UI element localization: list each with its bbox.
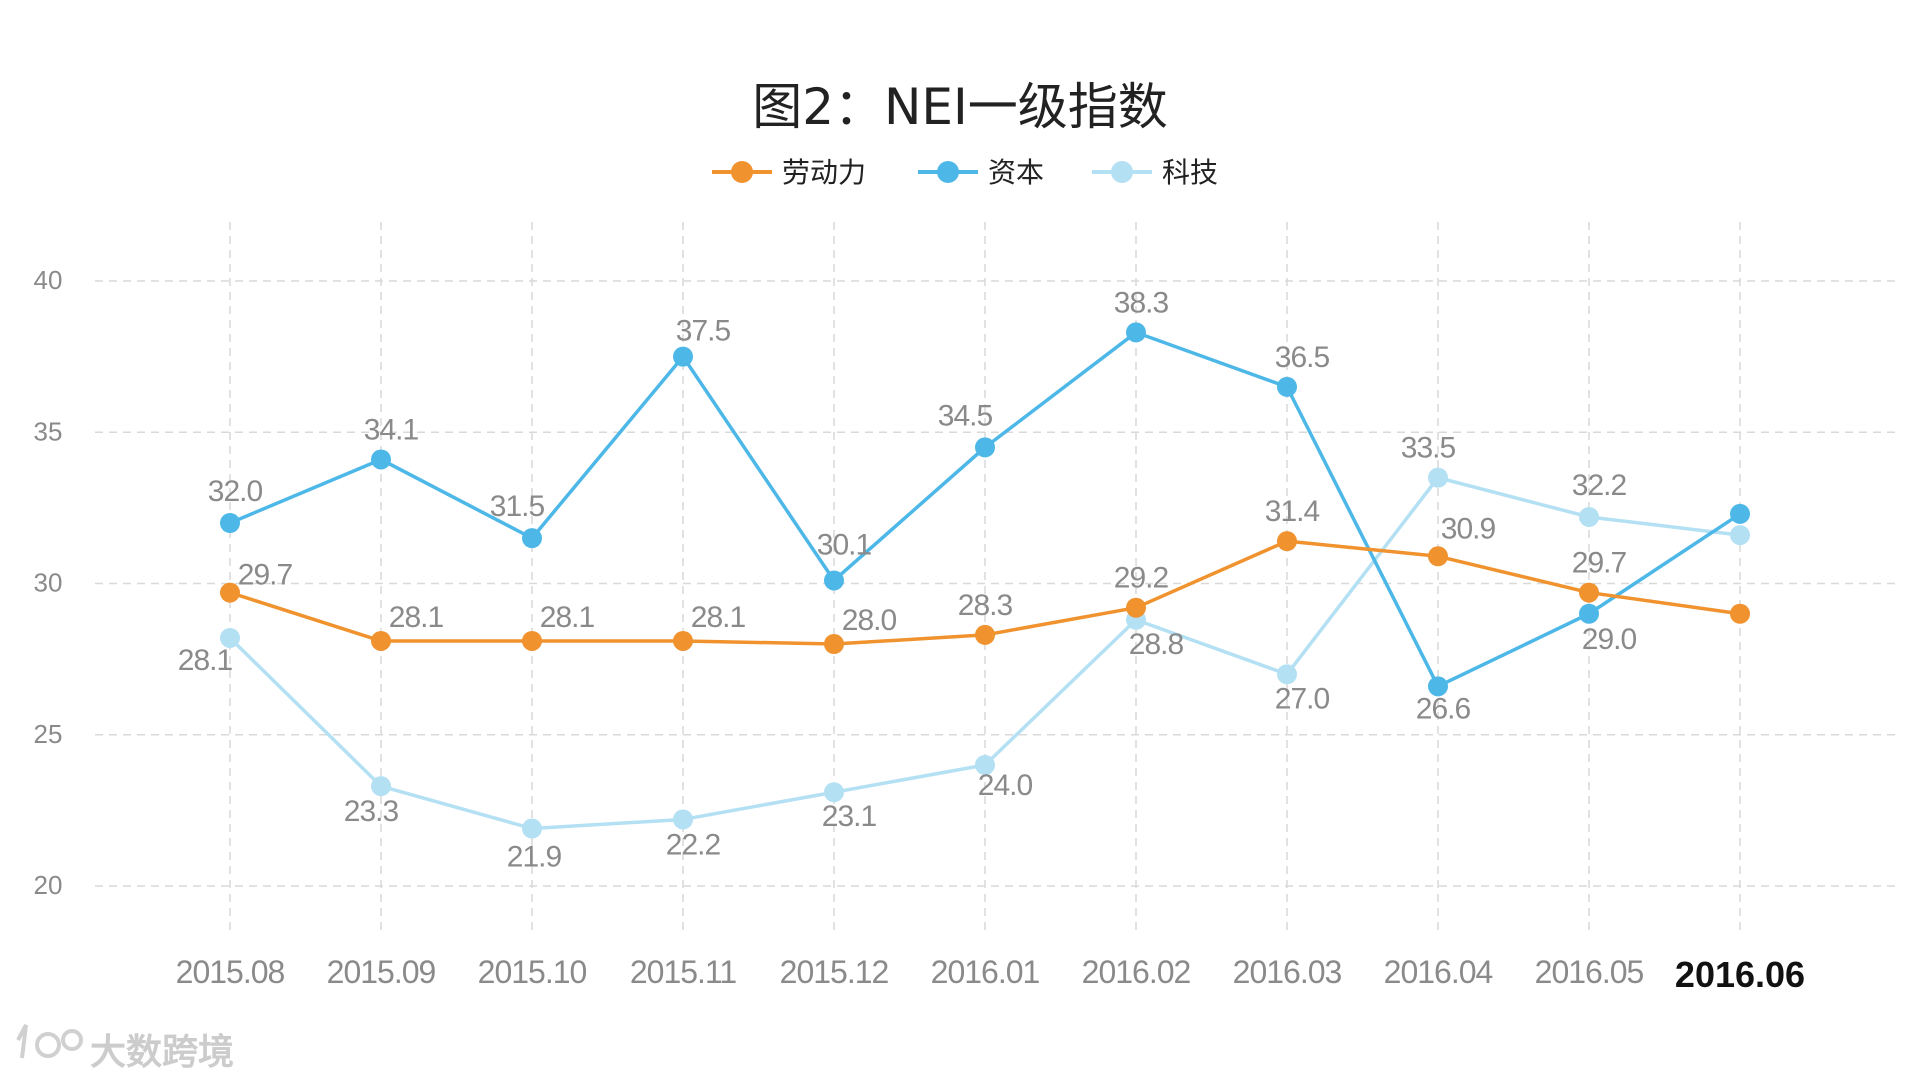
data-label: 32.0 [208,475,263,508]
data-point [371,449,391,470]
data-label: 33.5 [1401,432,1456,465]
data-point [522,528,542,549]
data-label: 30.9 [1441,512,1496,545]
data-point [1730,503,1750,524]
data-label: 37.5 [676,315,731,348]
y-tick-label: 35 [34,416,63,446]
data-label: 23.3 [344,795,399,828]
data-point [824,634,844,654]
data-point [673,346,693,367]
data-point [1428,546,1448,567]
data-point [522,630,542,651]
legend-marker [937,161,959,183]
data-point [522,818,542,839]
data-label: 29.7 [1572,547,1627,580]
data-point [673,630,693,651]
data-label: 29.7 [238,559,293,592]
data-point [1428,676,1448,697]
data-label: 22.2 [666,828,721,861]
data-label: 28.0 [842,604,897,637]
y-axis-ticks: 20 25 30 35 40 [34,265,63,900]
data-point [1277,376,1297,397]
data-label: 31.4 [1265,495,1320,528]
y-tick-label: 40 [34,265,63,295]
data-label: 29.2 [1114,562,1169,595]
data-point [1428,467,1448,488]
chart-title: 图2：NEI一级指数 [752,78,1168,136]
data-label: 27.0 [1275,682,1330,715]
x-tick-label: 2015.10 [478,954,587,990]
data-point [1277,531,1297,552]
data-label: 21.9 [507,841,562,874]
watermark: 大数跨境 [16,1024,234,1073]
data-label: 28.1 [691,601,746,634]
data-label: 26.6 [1416,692,1471,725]
x-tick-label: 2015.09 [327,954,436,990]
series-points [220,322,1750,839]
watermark-text: 大数跨境 [90,1032,234,1073]
data-label: 23.1 [822,800,877,833]
x-tick-label: 2015.08 [176,954,285,990]
legend-label: 资本 [988,156,1044,189]
data-label: 36.5 [1275,341,1330,374]
x-tick-label: 2015.12 [780,954,889,990]
data-label: 28.8 [1129,628,1184,661]
y-tick-label: 25 [34,719,63,749]
legend-item: 科技 [1092,156,1218,189]
data-label: 28.1 [178,644,233,677]
x-tick-label: 2016.06 [1675,954,1805,995]
legend-label: 劳动力 [782,156,866,189]
data-point [1126,597,1146,618]
data-labels: 29.7 28.1 28.1 28.1 28.0 28.3 29.2 31.4 30.9 29.7… [178,286,1638,874]
x-tick-label: 2015.11 [630,954,737,990]
data-point [1730,525,1750,546]
data-point [975,437,995,458]
x-tick-label: 2016.05 [1535,954,1644,990]
legend-item: 劳动力 [712,156,866,189]
data-point [824,570,844,591]
x-tick-label: 2016.04 [1384,954,1493,990]
data-label: 28.1 [540,601,595,634]
watermark-logo-icon [16,1024,83,1059]
data-label: 28.1 [389,601,444,634]
data-point [220,513,240,533]
data-point [975,755,995,775]
data-point [1126,322,1146,343]
data-point [975,624,995,645]
y-tick-label: 20 [34,870,63,900]
data-label: 34.1 [364,413,419,446]
data-label: 28.3 [958,589,1013,622]
data-point [1579,603,1599,624]
data-label: 38.3 [1114,286,1169,319]
data-point [371,776,391,797]
data-point [371,630,391,651]
data-point [1579,582,1599,603]
data-label: 24.0 [978,769,1033,802]
data-point [220,582,240,603]
data-point [1579,506,1599,527]
data-label: 29.0 [1582,623,1637,656]
data-point [673,809,693,830]
legend-marker [731,161,753,183]
data-point [1277,664,1297,685]
x-tick-label: 2016.01 [931,954,1040,990]
x-tick-label: 2016.02 [1082,954,1191,990]
legend-label: 科技 [1162,156,1218,189]
data-point [824,782,844,803]
legend-marker [1111,161,1133,183]
data-label: 32.2 [1572,469,1627,502]
data-label: 30.1 [817,528,872,561]
data-point [220,627,240,648]
x-axis-ticks: 2015.08 2015.09 2015.10 2015.11 2015.12 2016.… [176,954,1805,995]
data-point [1730,603,1750,624]
data-label: 31.5 [490,490,545,523]
data-label: 34.5 [938,399,993,432]
legend-item: 资本 [918,156,1044,189]
y-tick-label: 30 [34,568,63,598]
x-tick-label: 2016.03 [1233,954,1342,990]
legend: 劳动力 资本 科技 [712,156,1218,189]
